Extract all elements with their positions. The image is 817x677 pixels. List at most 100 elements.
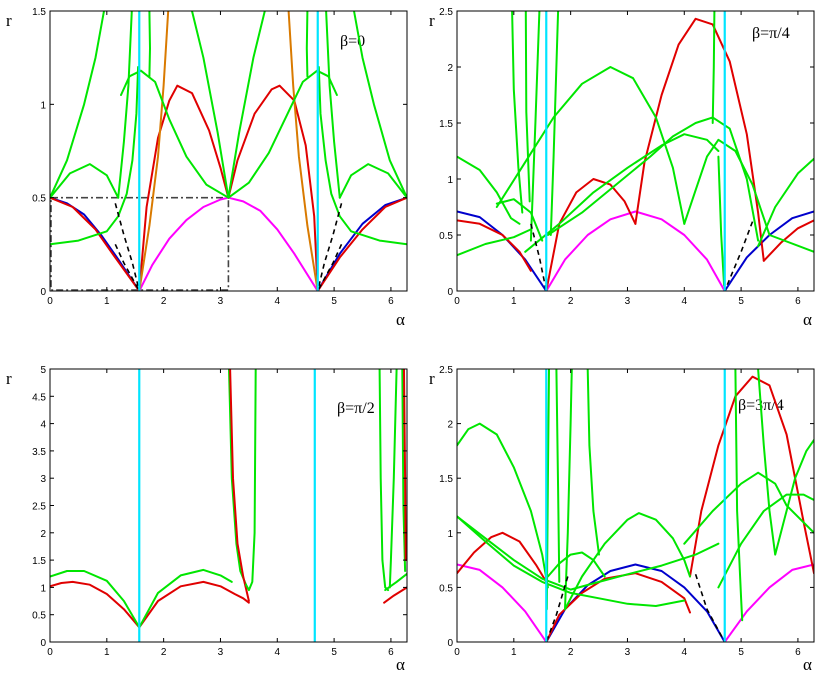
x-tick-label: 2 bbox=[161, 647, 167, 658]
y-tick-label: 1.5 bbox=[32, 7, 46, 18]
series-green-tall-1 bbox=[148, 11, 151, 78]
plot-area bbox=[457, 11, 814, 291]
x-tick-label: 1 bbox=[511, 296, 517, 307]
series-green-bump-right bbox=[338, 163, 407, 199]
plot-area bbox=[50, 11, 407, 291]
x-tick-label: 3 bbox=[218, 647, 224, 658]
y-tick-label: 1.5 bbox=[439, 119, 453, 130]
x-tick-label: 1 bbox=[104, 647, 110, 658]
series-red-left bbox=[50, 196, 141, 291]
panel-title: β=π/4 bbox=[752, 25, 790, 42]
x-tick-label: 2 bbox=[568, 647, 574, 658]
series-red-arch-2 bbox=[634, 17, 765, 262]
y-tick-label: 0 bbox=[447, 287, 453, 298]
series-green-tall-2 bbox=[555, 369, 561, 583]
series-magenta bbox=[545, 210, 726, 291]
series-green-1 bbox=[50, 570, 141, 629]
series-red-1 bbox=[457, 531, 548, 583]
axes-frame bbox=[456, 10, 815, 292]
series-green-6 bbox=[388, 369, 398, 589]
y-tick-label: 0.5 bbox=[32, 611, 46, 622]
ylabel: r bbox=[6, 369, 12, 388]
xlabel: α bbox=[803, 655, 812, 674]
series-green-branch-1 bbox=[50, 11, 105, 199]
x-tick-label: 1 bbox=[104, 296, 110, 307]
series-green-branch-2 bbox=[353, 11, 407, 199]
x-tick-label: 6 bbox=[388, 296, 394, 307]
series-green-2 bbox=[138, 568, 233, 629]
series-green-tall-2 bbox=[524, 11, 531, 203]
y-tick-label: 2 bbox=[447, 63, 453, 74]
series-green-7 bbox=[384, 572, 407, 592]
y-tick-label: 2.5 bbox=[32, 502, 46, 513]
series-green-2 bbox=[457, 228, 532, 257]
x-tick-label: 0 bbox=[47, 296, 53, 307]
series-green-4 bbox=[524, 133, 720, 253]
y-tick-label: 1.5 bbox=[32, 556, 46, 567]
x-tick-label: 3 bbox=[218, 296, 224, 307]
x-tick-label: 5 bbox=[331, 647, 337, 658]
x-tick-label: 4 bbox=[274, 647, 280, 658]
x-tick-label: 4 bbox=[274, 296, 280, 307]
series-red-arch-1 bbox=[138, 84, 230, 291]
xlabel: α bbox=[803, 310, 812, 329]
y-tick-label: 0 bbox=[40, 638, 46, 649]
series-green-7 bbox=[717, 493, 814, 589]
series-green-tall-2 bbox=[305, 11, 309, 78]
series-blue bbox=[545, 563, 726, 642]
ylabel: r bbox=[429, 11, 435, 30]
axes-frame bbox=[456, 368, 815, 643]
dashed-line-3 bbox=[316, 243, 343, 291]
y-tick-label: 0.5 bbox=[439, 583, 453, 594]
dashed-line-0 bbox=[530, 223, 548, 291]
series-blue-right bbox=[723, 210, 814, 291]
x-tick-label: 2 bbox=[568, 296, 574, 307]
y-tick-label: 2 bbox=[40, 529, 46, 540]
series-green-cusp-1 bbox=[117, 11, 133, 199]
series-green-tall-1 bbox=[511, 11, 524, 214]
series-green-low-right bbox=[317, 66, 407, 246]
series-green-steep-2 bbox=[227, 11, 266, 199]
axes-frame bbox=[49, 10, 408, 292]
series-green-1 bbox=[457, 422, 549, 589]
panel-beta-pi4: r α β=π/4 0 1 2 3 4 5 6 0 0.5 1 1.5 2 2.5 bbox=[429, 7, 815, 329]
ylabel: r bbox=[6, 11, 12, 30]
x-tick-label: 0 bbox=[454, 296, 460, 307]
y-tick-label: 0.5 bbox=[32, 194, 46, 205]
series-red-right bbox=[316, 196, 407, 291]
panel-beta-pi2: r α β=π/2 0 1 2 3 4 5 6 0 0.5 1 1.5 2 2.5 3 3.5 4 4.5 5 bbox=[6, 365, 408, 674]
y-tick-label: 2.5 bbox=[439, 7, 453, 18]
series-red-1 bbox=[50, 580, 141, 629]
series-green-cusp-2 bbox=[325, 11, 341, 199]
x-tick-label: 5 bbox=[738, 296, 744, 307]
y-tick-label: 2.5 bbox=[439, 365, 453, 376]
series-green-5 bbox=[546, 116, 760, 242]
series-red-2 bbox=[545, 572, 691, 642]
series-orange-2 bbox=[287, 11, 319, 291]
series-green-tall-3 bbox=[564, 369, 573, 611]
x-tick-label: 2 bbox=[161, 296, 167, 307]
series-green-6 bbox=[683, 471, 814, 545]
panel-title: β=π/2 bbox=[337, 400, 375, 417]
dashed-line-1 bbox=[694, 574, 726, 642]
x-tick-label: 3 bbox=[625, 647, 631, 658]
plot-area bbox=[457, 369, 814, 642]
ylabel: r bbox=[429, 369, 435, 388]
x-tick-label: 5 bbox=[738, 647, 744, 658]
series-green-bump-left bbox=[50, 163, 120, 199]
x-tick-label: 0 bbox=[47, 647, 53, 658]
series-green-5 bbox=[564, 512, 691, 611]
y-tick-label: 2 bbox=[447, 420, 453, 431]
series-green-tall-3 bbox=[529, 11, 541, 242]
series-green-7 bbox=[757, 157, 814, 248]
x-tick-label: 4 bbox=[681, 647, 687, 658]
series-magenta-left bbox=[457, 563, 548, 642]
series-green-4 bbox=[546, 551, 606, 578]
y-tick-label: 4.5 bbox=[32, 392, 46, 403]
series-green-top-arch bbox=[120, 69, 338, 199]
xlabel: α bbox=[396, 655, 405, 674]
x-tick-label: 5 bbox=[331, 296, 337, 307]
y-tick-label: 0 bbox=[447, 638, 453, 649]
series-green-1 bbox=[457, 155, 521, 225]
series-orange-1 bbox=[138, 11, 170, 291]
